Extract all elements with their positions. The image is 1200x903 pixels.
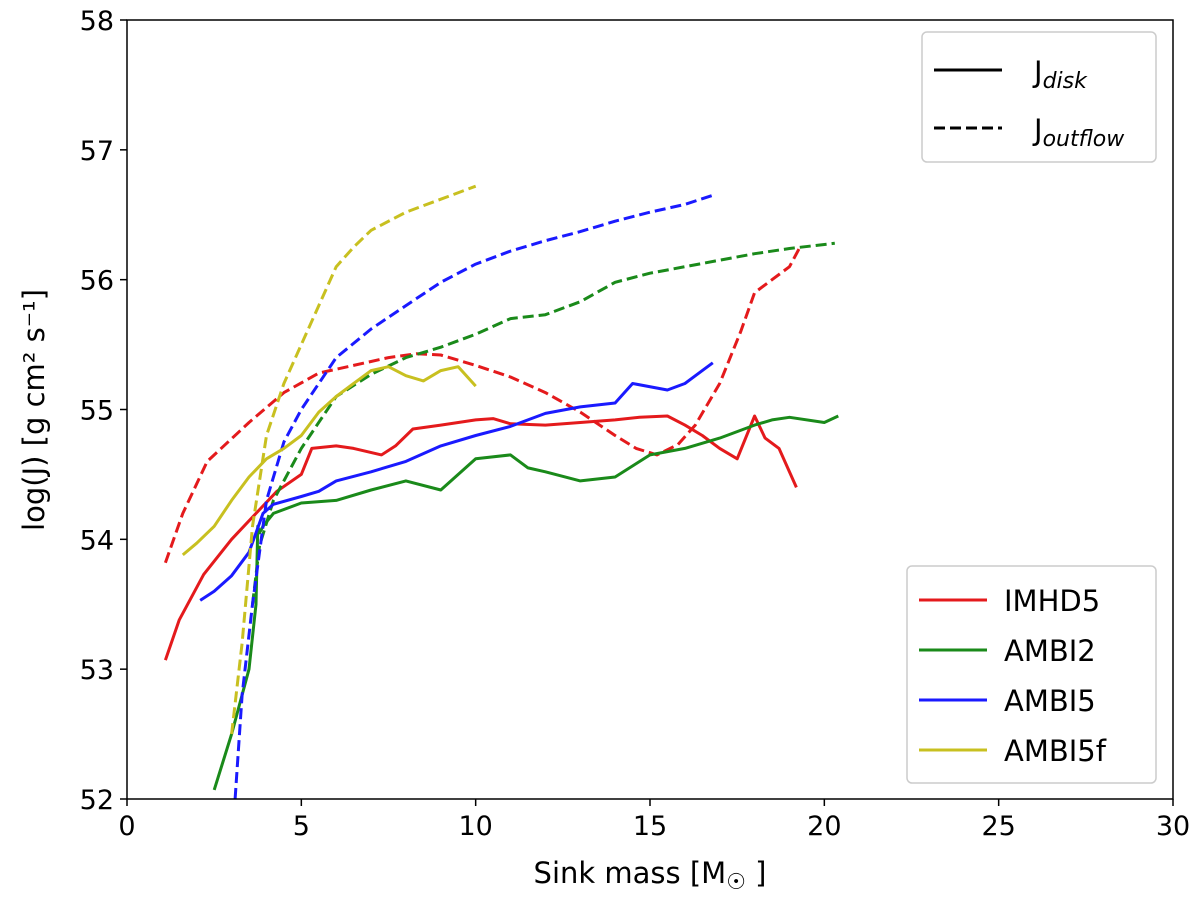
color-legend: IMHD5 AMBI2 AMBI5 AMBI5f	[906, 565, 1157, 784]
y-tick-label: 55	[80, 396, 114, 427]
series-line-ambi5f-outflow	[230, 184, 477, 735]
series-line-imhd5-disk	[163, 414, 798, 661]
y-tick-label: 52	[80, 785, 114, 816]
legend-label-ambi2: AMBI2	[1004, 634, 1096, 668]
y-tick-label: 54	[80, 525, 114, 556]
legend-label-imhd5: IMHD5	[1004, 584, 1100, 618]
x-axis-label: Sink mass [M☉ ]	[534, 856, 767, 895]
y-axis-label: log(J) [g cm² s⁻¹]	[17, 289, 51, 531]
x-tick-label: 30	[1156, 811, 1190, 842]
x-axis: 0 5 10 15 20 25 30	[118, 799, 1190, 842]
legend-label-ambi5f: AMBI5f	[1004, 734, 1107, 768]
series-line-ambi2-outflow	[251, 241, 835, 605]
style-legend: Jdisk Joutflow	[921, 31, 1157, 163]
series-line-ambi5f-disk	[181, 365, 477, 557]
series-layer	[163, 184, 839, 800]
y-tick-label: 53	[80, 655, 114, 686]
series-line-ambi2-disk	[212, 414, 839, 791]
x-tick-label: 20	[807, 811, 841, 842]
sun-symbol: ☉	[726, 870, 746, 895]
x-tick-label: 25	[981, 811, 1015, 842]
series-line-ambi5-outflow	[233, 193, 714, 800]
y-tick-label: 57	[80, 136, 114, 167]
legend-jdisk: Jdisk	[1032, 55, 1088, 94]
x-tick-label: 15	[633, 811, 667, 842]
x-tick-label: 0	[118, 811, 135, 842]
y-tick-label: 56	[80, 266, 114, 297]
y-axis: 52 53 54 55 56 57 58	[80, 6, 127, 816]
color-legend-box	[906, 565, 1157, 784]
x-tick-label: 10	[458, 811, 492, 842]
x-tick-label: 5	[293, 811, 310, 842]
legend-label-ambi5: AMBI5	[1004, 684, 1096, 718]
y-tick-label: 58	[80, 6, 114, 37]
legend-joutflow: Joutflow	[1032, 113, 1125, 152]
series-line-ambi5-disk	[199, 361, 714, 602]
style-legend-box	[921, 31, 1157, 163]
series-line-imhd5-outflow	[163, 246, 802, 564]
